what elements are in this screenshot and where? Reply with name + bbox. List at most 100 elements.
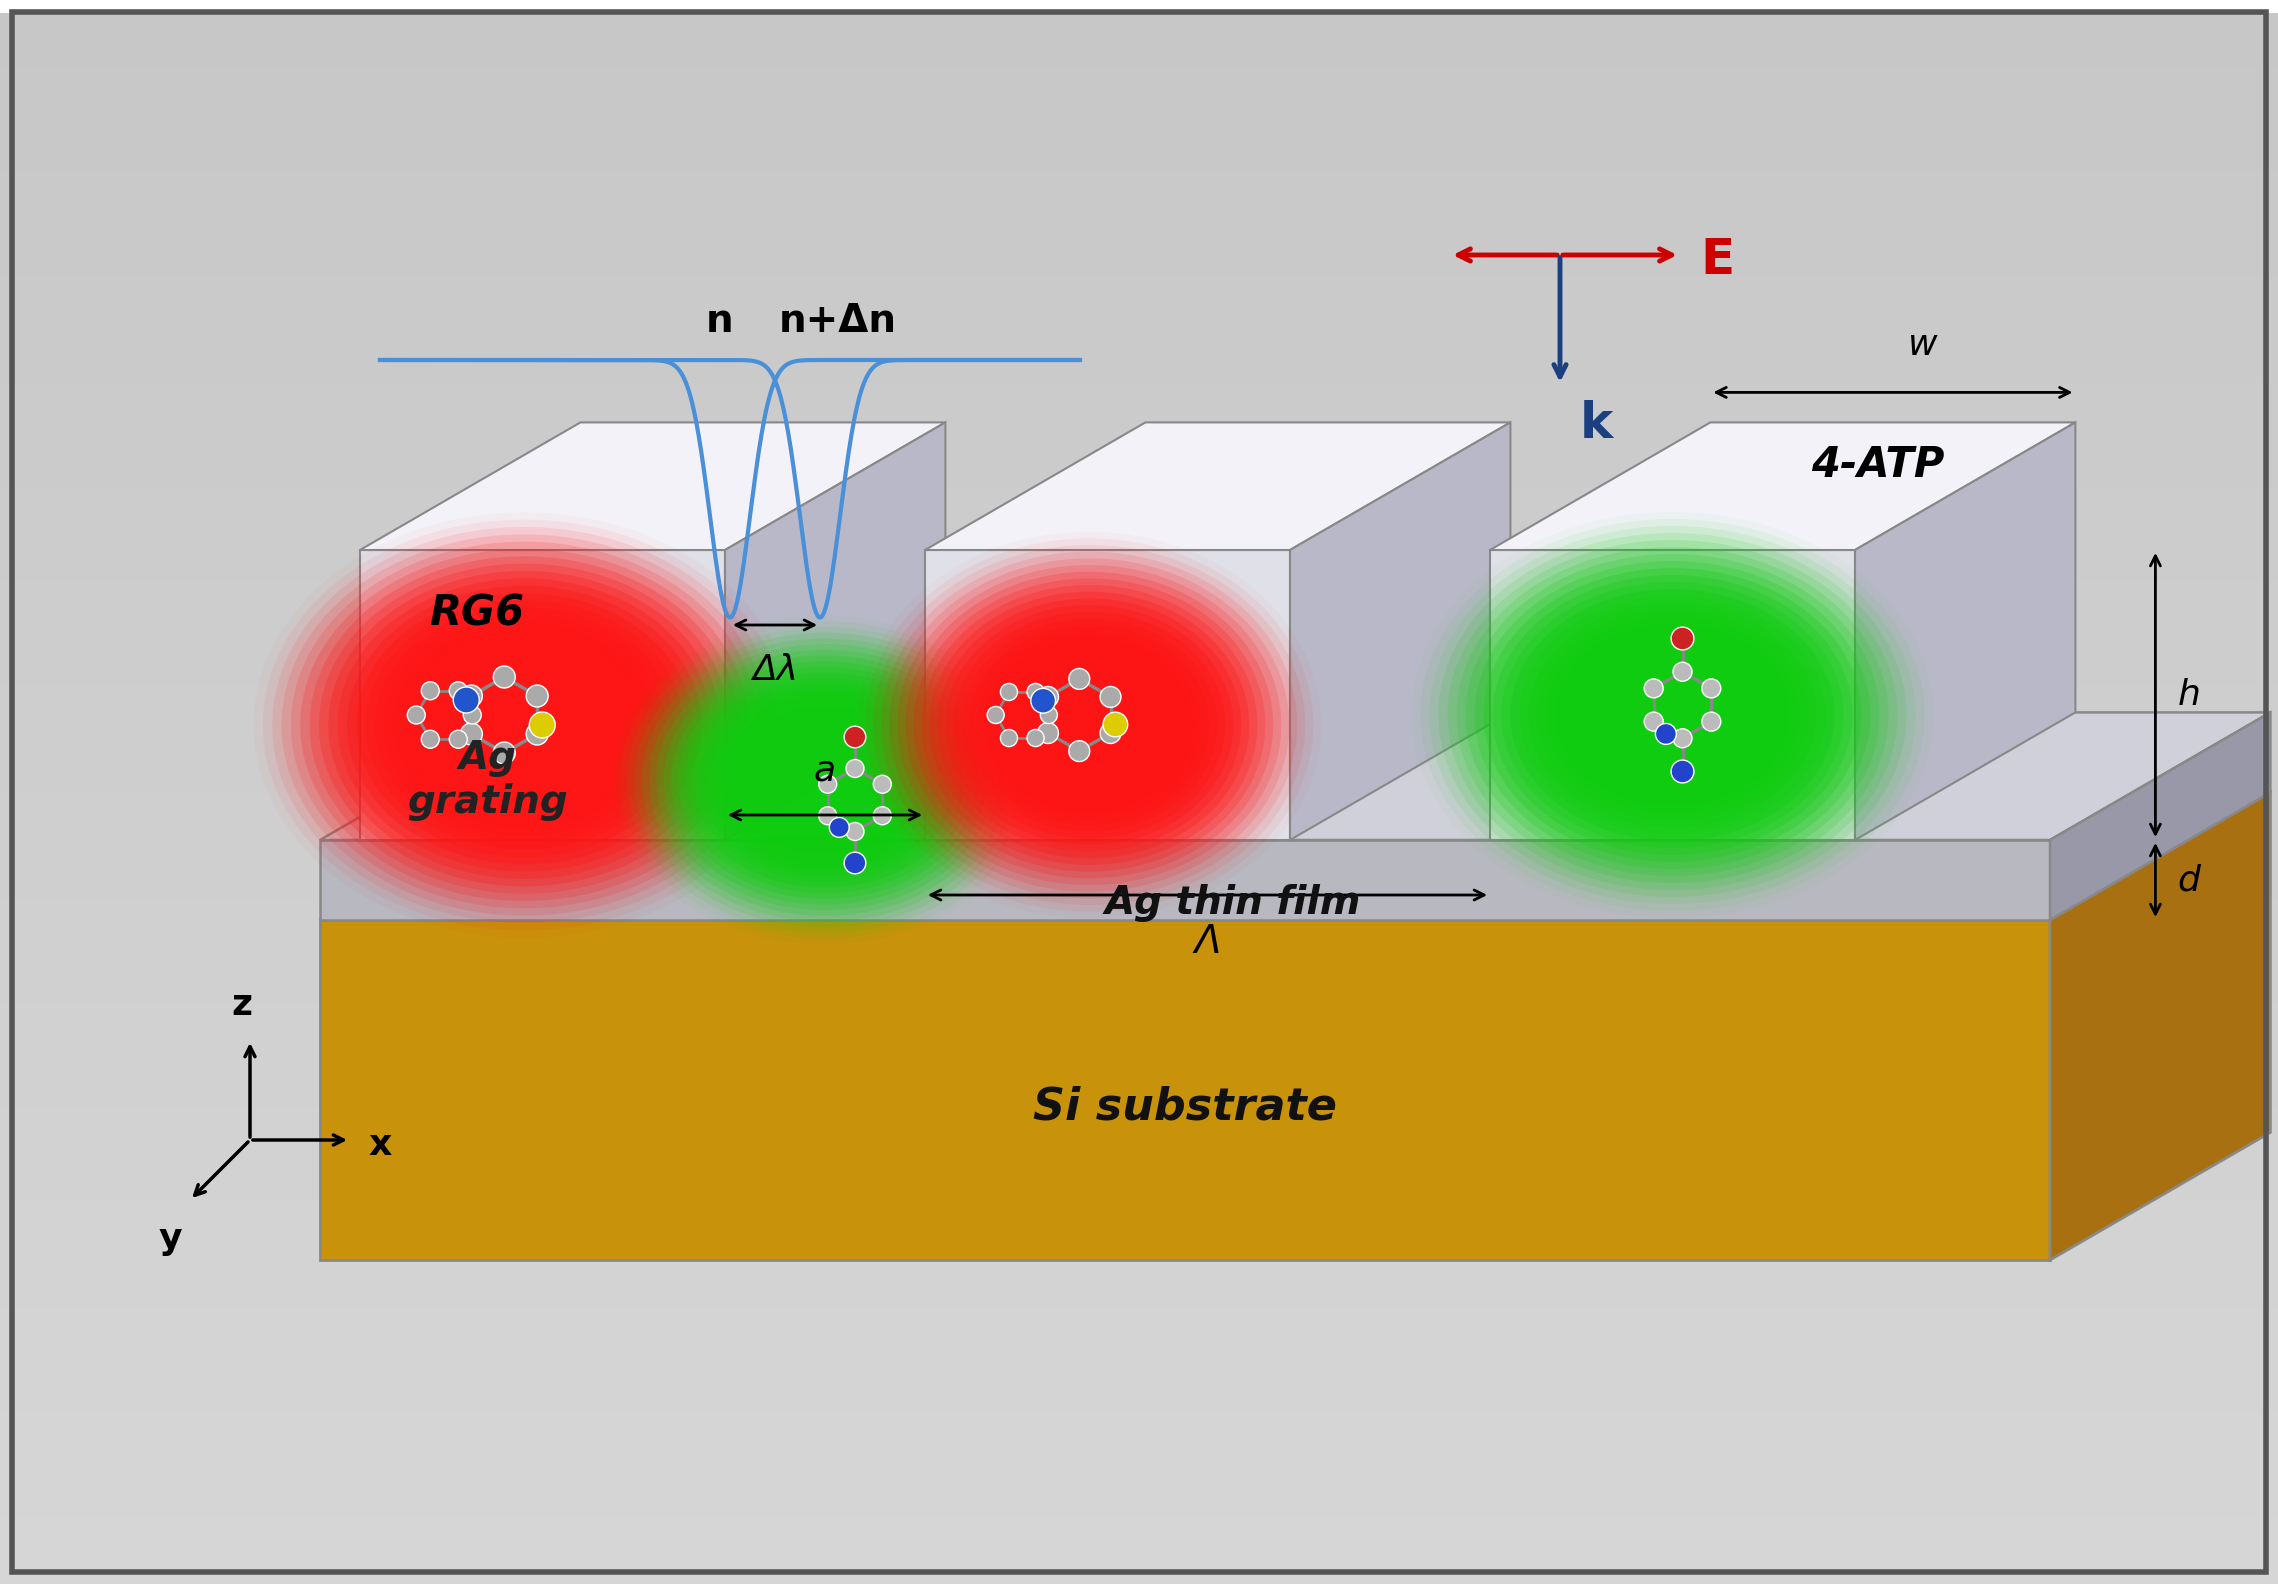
Circle shape [460,684,483,706]
Bar [0,752,2278,765]
Ellipse shape [1538,610,1806,821]
Bar [0,1413,2278,1426]
Ellipse shape [1592,653,1754,778]
Circle shape [421,681,440,700]
Polygon shape [360,550,724,840]
Ellipse shape [421,645,626,806]
Ellipse shape [936,599,1242,852]
Bar [0,1201,2278,1215]
Bar [0,369,2278,383]
Text: Ag thin film: Ag thin film [1105,884,1360,922]
Bar [0,290,2278,304]
Bar [0,52,2278,67]
Bar [0,92,2278,106]
Ellipse shape [679,667,973,893]
Bar [0,1386,2278,1399]
Ellipse shape [722,700,927,860]
Bar [0,923,2278,938]
Bar [0,1465,2278,1478]
Ellipse shape [866,539,1312,912]
Ellipse shape [898,565,1280,885]
Ellipse shape [337,578,711,871]
Text: z: z [232,988,253,1022]
Circle shape [845,852,866,874]
Bar [0,898,2278,911]
Bar [0,1557,2278,1571]
Circle shape [1100,686,1121,708]
Bar [0,977,2278,990]
Ellipse shape [1465,554,1879,876]
Text: Δλ: Δλ [752,653,797,687]
Text: Si substrate: Si substrate [1032,1085,1337,1128]
Ellipse shape [487,695,563,754]
Ellipse shape [1066,705,1114,744]
Bar [0,1319,2278,1334]
Bar [0,1136,2278,1148]
Bar [0,765,2278,779]
Polygon shape [1490,550,1854,840]
Bar [0,990,2278,1003]
Circle shape [1656,724,1677,744]
Ellipse shape [1002,651,1178,798]
Bar [0,911,2278,923]
Bar [0,238,2278,250]
Ellipse shape [656,649,993,911]
Bar [0,646,2278,661]
Ellipse shape [319,564,729,887]
Ellipse shape [968,626,1210,825]
Circle shape [1032,689,1055,713]
Bar [0,871,2278,884]
Bar [0,740,2278,752]
Text: RG6: RG6 [428,592,524,635]
Ellipse shape [765,735,884,825]
Bar [0,1492,2278,1505]
Text: h: h [2178,678,2201,711]
Circle shape [460,722,483,744]
Bar [0,884,2278,898]
Bar [0,448,2278,463]
Ellipse shape [1456,546,1888,882]
Ellipse shape [1574,638,1772,792]
Bar [0,27,2278,40]
Ellipse shape [961,618,1216,832]
Polygon shape [319,840,2050,920]
Bar [0,1294,2278,1307]
Ellipse shape [449,667,599,784]
Ellipse shape [1626,680,1718,749]
Bar [0,554,2278,567]
Bar [0,1228,2278,1240]
Circle shape [1645,680,1663,699]
Circle shape [1068,668,1089,689]
Bar [0,1042,2278,1057]
Bar [0,106,2278,119]
Bar [0,317,2278,329]
Polygon shape [2050,792,2271,1259]
Bar [0,1426,2278,1438]
Ellipse shape [672,661,980,900]
Bar [0,725,2278,740]
Circle shape [986,706,1005,724]
Bar [0,515,2278,527]
Ellipse shape [986,638,1194,811]
Ellipse shape [738,711,913,847]
Text: a: a [813,752,836,787]
Circle shape [818,775,836,794]
Bar [0,185,2278,198]
Bar [0,211,2278,225]
Polygon shape [2050,713,2271,920]
Ellipse shape [1018,665,1162,786]
Ellipse shape [626,627,1023,933]
Circle shape [462,706,481,724]
Circle shape [526,684,549,706]
Ellipse shape [355,592,693,857]
Ellipse shape [811,768,841,792]
Ellipse shape [1654,702,1690,729]
Bar [0,475,2278,488]
Ellipse shape [1073,711,1105,738]
Ellipse shape [686,672,964,887]
Bar [0,277,2278,290]
Ellipse shape [663,656,986,904]
Circle shape [1103,713,1128,737]
Bar [0,171,2278,185]
Ellipse shape [642,638,1009,922]
